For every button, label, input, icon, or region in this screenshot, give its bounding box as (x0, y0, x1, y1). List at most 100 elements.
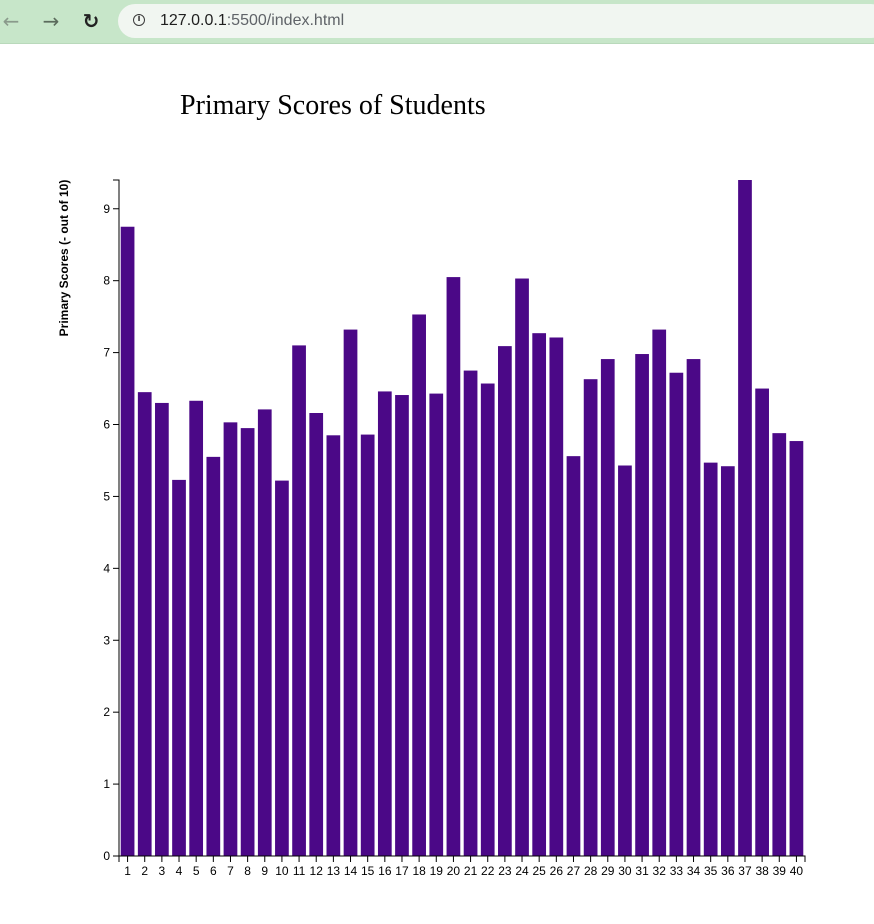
bar-3 (155, 402, 169, 856)
x-tick-label: 20 (447, 864, 461, 878)
bar-18 (412, 314, 426, 857)
x-tick-label: 28 (584, 864, 598, 878)
bar-29 (600, 359, 615, 856)
x-tick-label: 5 (193, 864, 200, 878)
y-tick-label: 7 (103, 346, 110, 360)
x-axis-line (118, 855, 806, 862)
bar-13 (326, 435, 341, 856)
x-tick-label: 25 (532, 864, 546, 878)
bar-17 (395, 395, 409, 856)
bar-24 (515, 278, 529, 856)
x-tick-label: 23 (498, 864, 512, 878)
bar-32 (652, 329, 667, 857)
x-tick-label: 37 (738, 864, 752, 878)
bar-9 (257, 409, 272, 856)
x-tick-label: 6 (210, 864, 217, 878)
forward-button[interactable]: → (38, 8, 64, 34)
y-axis-label: Primary Scores (- out of 10) (57, 180, 71, 337)
x-tick-label: 3 (159, 864, 166, 878)
x-tick-label: 33 (670, 864, 684, 878)
bar-38 (755, 388, 769, 856)
x-tick-label: 27 (567, 864, 581, 878)
browser-toolbar: ← → ↻ i 127.0.0.1:5500/index.html (0, 0, 874, 44)
x-tick-label: 16 (378, 864, 392, 878)
url-path: :5500/index.html (226, 12, 345, 29)
bar-10 (275, 480, 289, 856)
arrow-left-icon: ← (2, 9, 20, 33)
bar-30 (618, 465, 632, 856)
y-tick-label: 5 (103, 489, 110, 503)
bar-33 (669, 372, 684, 856)
bar-28 (583, 379, 598, 856)
x-tick-label: 22 (481, 864, 495, 878)
y-tick-label: 4 (103, 561, 110, 575)
x-tick-label: 19 (430, 864, 444, 878)
x-axis: 1 2 3 4 5 6 7 8 9 10 11 12 13 14 15 16 17 18 19 20 21 22 23 24 2… (118, 855, 806, 878)
bar-37 (738, 180, 752, 856)
x-tick-label: 24 (515, 864, 529, 878)
x-tick-label: 18 (412, 864, 426, 878)
x-tick-label: 10 (275, 864, 289, 878)
x-tick-label: 31 (635, 864, 649, 878)
reload-icon: ↻ (82, 9, 100, 33)
back-button[interactable]: ← (0, 8, 24, 34)
bar-4 (172, 479, 186, 856)
bar-25 (532, 333, 547, 856)
bar-12 (309, 413, 324, 856)
bar-2 (137, 392, 152, 856)
x-tick-label: 39 (773, 864, 787, 878)
url-host: 127.0.0.1 (160, 12, 227, 29)
y-tick-label: 6 (103, 418, 110, 432)
y-tick-label: 0 (103, 849, 110, 863)
bar-7 (223, 422, 238, 856)
bar-19 (429, 393, 444, 856)
bar-1 (120, 226, 135, 857)
x-tick-label: 34 (687, 864, 701, 878)
bars (120, 180, 804, 857)
bar-16 (377, 391, 392, 856)
x-tick-label: 17 (395, 864, 409, 878)
bar-36 (720, 466, 735, 856)
reload-button[interactable]: ↻ (78, 8, 104, 34)
bar-40 (789, 441, 804, 856)
x-tick-label: 7 (227, 864, 234, 878)
x-tick-label: 32 (653, 864, 667, 878)
bar-8 (240, 428, 255, 856)
bar-11 (292, 345, 306, 856)
url-text[interactable]: 127.0.0.1:5500/index.html (160, 12, 344, 30)
x-tick-label: 29 (601, 864, 615, 878)
bar-15 (360, 434, 375, 856)
bar-23 (498, 346, 512, 856)
bar-26 (549, 337, 564, 856)
address-bar[interactable]: i 127.0.0.1:5500/index.html (118, 4, 874, 38)
x-tick-label: 38 (755, 864, 769, 878)
arrow-right-icon: → (42, 9, 60, 33)
x-tick-label: 30 (618, 864, 632, 878)
bar-31 (635, 354, 649, 856)
x-tick-label: 4 (176, 864, 183, 878)
y-tick-label: 8 (103, 274, 110, 288)
x-tick-label: 12 (310, 864, 324, 878)
x-tick-label: 1 (124, 864, 131, 878)
bar-6 (206, 456, 221, 856)
bar-20 (446, 277, 461, 857)
bar-5 (189, 400, 204, 856)
x-tick-label: 14 (344, 864, 358, 878)
x-tick-label: 26 (550, 864, 564, 878)
chart-title: Primary Scores of Students (180, 90, 486, 121)
bar-22 (480, 383, 495, 856)
x-tick-label: 13 (327, 864, 341, 878)
info-icon[interactable]: i (133, 14, 145, 26)
bar-14 (343, 329, 358, 857)
x-tick-label: 21 (464, 864, 478, 878)
y-tick-label: 3 (103, 633, 110, 647)
bar-27 (566, 456, 581, 856)
bar-35 (703, 462, 718, 856)
x-tick-label: 35 (704, 864, 718, 878)
bar-39 (772, 433, 787, 856)
x-tick-label: 40 (790, 864, 804, 878)
bar-34 (686, 359, 701, 856)
x-tick-label: 11 (293, 864, 306, 878)
x-tick-label: 9 (261, 864, 268, 878)
